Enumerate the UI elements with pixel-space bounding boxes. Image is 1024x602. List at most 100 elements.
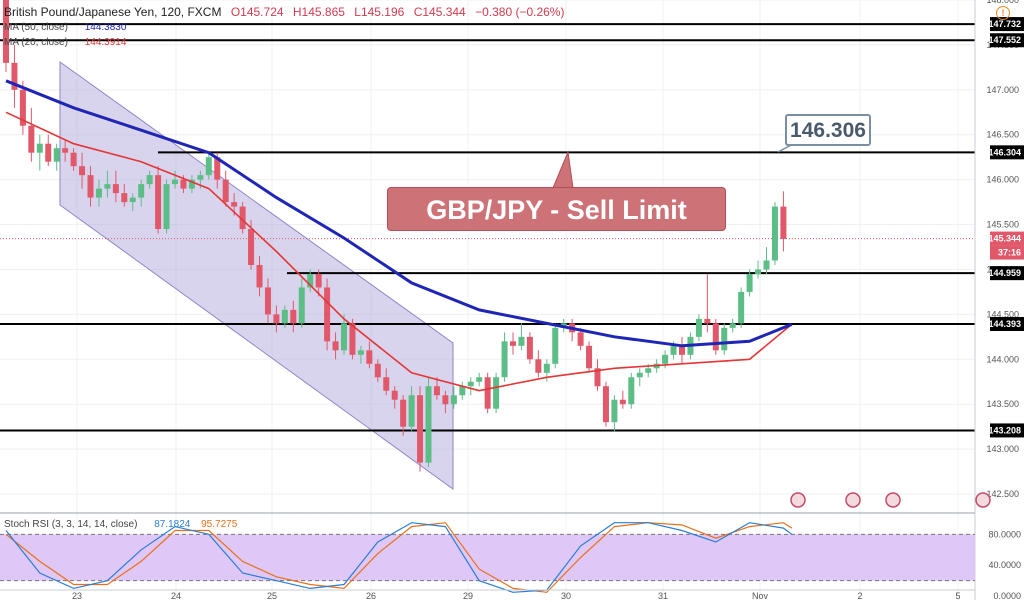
candle-body <box>729 323 736 328</box>
candle-body <box>442 395 449 405</box>
stoch-tick-label: 0.0000 <box>993 591 1021 601</box>
x-tick-label: 25 <box>267 591 277 601</box>
close-value: C145.344 <box>413 5 466 19</box>
candle-body <box>518 336 525 346</box>
price-tag-bg <box>990 266 1024 281</box>
price-tag-bg <box>990 316 1024 331</box>
open-value: O145.724 <box>230 5 284 19</box>
stoch-legend[interactable]: Stoch RSI (3, 3, 14, 14, close) 87.1824 … <box>4 519 237 530</box>
candle-body <box>738 291 745 324</box>
symbol-label[interactable]: British Pound/Japanese Yen, 120, FXCM <box>4 5 222 19</box>
candle-body <box>172 179 178 185</box>
candle-body <box>290 309 297 324</box>
stoch-k-value: 87.1824 <box>154 519 191 530</box>
candle-body <box>467 381 474 387</box>
event-marker-icon <box>790 492 806 508</box>
stoch-d-value: 95.7275 <box>201 519 238 530</box>
stoch-k-line <box>5 522 793 593</box>
candle-body <box>594 368 601 387</box>
ma20-line <box>5 111 793 392</box>
candle-body <box>577 332 584 346</box>
candle-body <box>256 264 263 288</box>
stoch-d-line <box>5 522 793 593</box>
candle-body <box>400 399 407 427</box>
ma50-label: MA (50, close) <box>4 22 68 33</box>
candle-body <box>298 287 305 324</box>
ma50-value: 144.3830 <box>84 22 127 33</box>
candle-body <box>180 179 187 189</box>
chart-header: British Pound/Japanese Yen, 120, FXCM O1… <box>4 5 564 19</box>
candle-body <box>79 166 86 176</box>
candle-body <box>45 143 52 162</box>
price-tag-bg <box>990 145 1024 160</box>
candle-body <box>628 377 635 405</box>
ma20-legend[interactable]: MA (20, close) 144.3914 <box>4 37 126 48</box>
candle-body <box>476 377 483 382</box>
price-tag-bg <box>990 33 1024 48</box>
candle-body <box>510 341 516 346</box>
y-tick-label: 142.500 <box>986 489 1019 499</box>
candle-body <box>552 327 559 364</box>
event-marker-icon <box>885 492 901 508</box>
y-tick-label: 143.000 <box>986 444 1019 454</box>
ma20-label: MA (20, close) <box>4 37 68 48</box>
candle-body <box>315 273 322 288</box>
candle-body <box>138 184 145 198</box>
y-tick-label: 144.500 <box>986 309 1019 319</box>
candle-body <box>645 368 652 373</box>
candle-body <box>391 390 398 400</box>
candle-body <box>493 377 500 409</box>
candle-body <box>383 377 390 391</box>
candle-body <box>712 323 719 351</box>
price-tag-label: 147.552 <box>988 35 1021 45</box>
candle-body <box>332 341 339 351</box>
price-tag-label: 145.344 <box>988 234 1021 244</box>
candle-body <box>695 318 702 337</box>
candle-body <box>95 188 102 198</box>
candle-body <box>636 372 643 378</box>
candle-body <box>501 341 508 378</box>
price-tag-label: 37:16 <box>998 248 1021 258</box>
candle-body <box>70 152 77 167</box>
candle-body <box>619 399 626 405</box>
price-tag-label: 144.959 <box>988 268 1021 278</box>
x-tick-label: 5 <box>955 591 960 601</box>
candle-body <box>704 318 711 324</box>
candle-body <box>366 350 373 364</box>
candle-body <box>417 395 424 463</box>
x-tick-label: 31 <box>658 591 668 601</box>
candle-body <box>205 157 212 176</box>
candle-body <box>121 193 128 203</box>
candle-body <box>248 229 255 265</box>
candle-body <box>670 345 677 355</box>
candle-body <box>11 62 18 90</box>
candle-body <box>721 327 728 351</box>
ma50-line <box>5 79 793 348</box>
price-tag-label: 144.393 <box>988 319 1021 329</box>
candle-body <box>433 386 440 396</box>
price-tag-label: 143.208 <box>988 425 1021 435</box>
x-tick-label: 24 <box>171 591 181 601</box>
ma20-value: 144.3914 <box>84 37 127 48</box>
x-tick-label: 2 <box>857 591 862 601</box>
y-tick-label: 146.000 <box>986 175 1019 185</box>
candle-body <box>19 89 26 126</box>
event-marker-icon <box>975 492 991 508</box>
candle-body <box>374 363 381 378</box>
stoch-label: Stoch RSI (3, 3, 14, 14, close) <box>4 519 138 530</box>
alert-icon[interactable]: ! <box>996 6 1010 20</box>
y-tick-label: 143.500 <box>986 399 1019 409</box>
y-tick-label: 148.000 <box>986 0 1019 5</box>
high-value: H145.865 <box>292 5 345 19</box>
candle-body <box>526 336 533 360</box>
target-price-label: 146.306 <box>785 114 871 146</box>
candle-body <box>662 354 669 364</box>
candle-body <box>146 175 153 185</box>
candle-body <box>3 0 9 63</box>
candle-body <box>679 345 685 355</box>
price-tag-label: 146.304 <box>988 147 1021 157</box>
candle-body <box>459 386 466 396</box>
candle-body <box>780 206 787 239</box>
candle-body <box>197 175 204 180</box>
ma50-legend[interactable]: MA (50, close) 144.3830 <box>4 22 126 33</box>
